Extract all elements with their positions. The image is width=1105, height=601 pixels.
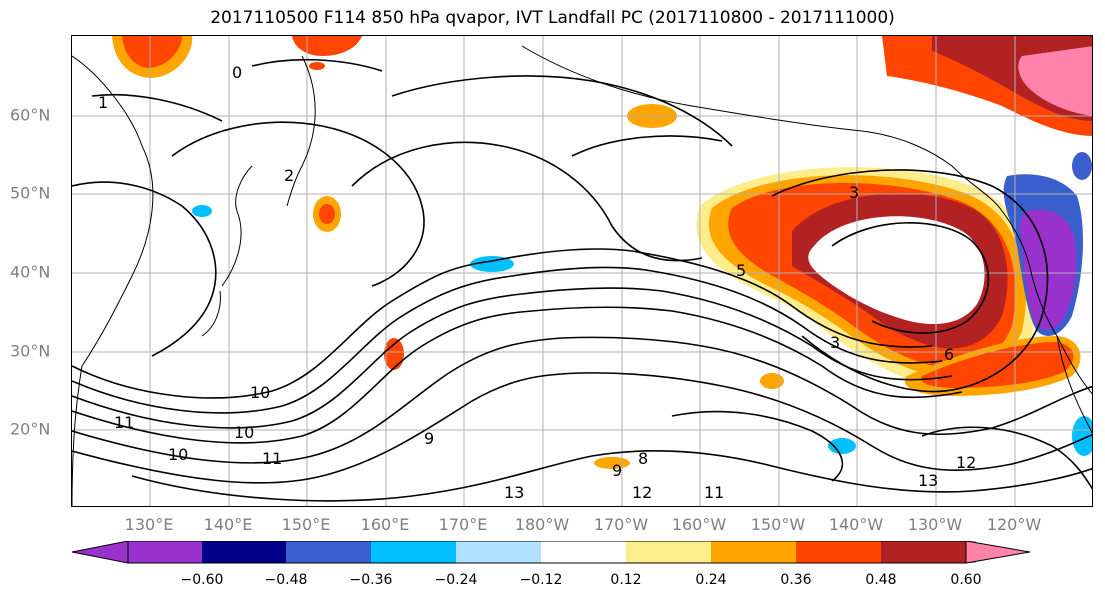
anomaly-patch-7: [594, 457, 630, 469]
colorbar-bin: [881, 541, 966, 563]
contour-label: 9: [424, 429, 434, 448]
colorbar-bin: [286, 541, 371, 563]
contour-label: 3: [830, 333, 840, 352]
anomaly-patch-6: [760, 373, 784, 389]
graticule: [72, 36, 1092, 506]
lat-label-30n: 30°N: [10, 341, 51, 361]
colorbar-tick: −0.12: [519, 572, 563, 588]
lat-label-60n: 60°N: [10, 105, 51, 125]
colorbar-tick: 0.24: [695, 572, 727, 588]
lon-label-170e: 170°E: [438, 515, 488, 534]
colorbar-tick: −0.60: [180, 572, 224, 588]
map-plot: 1 0 2 3 3 5 6 10 10 11 10 11 12 13 13 12…: [72, 36, 1092, 506]
colorbar-bin: [128, 541, 202, 563]
colorbar-tick: 0.36: [780, 572, 812, 588]
lon-label-130w: 130°W: [907, 515, 963, 534]
anomaly-region-alaska-pink: [1018, 46, 1092, 116]
colorbar-bin: [711, 541, 796, 563]
contour-label: 2: [284, 166, 294, 185]
contour-label: 11: [704, 483, 724, 502]
lon-label-140w: 140°W: [828, 515, 884, 534]
contour-label: 13: [504, 483, 524, 502]
coast-kamchatka: [286, 55, 316, 207]
colorbar-tick: −0.36: [349, 572, 393, 588]
colorbar-extend-high: [965, 541, 1031, 564]
coast-northamerica: [1001, 210, 1092, 395]
contour-label-group: 1 0 2 3 3 5 6 10 10 11 10 11 12 13 13 12…: [98, 63, 976, 502]
coastlines: [72, 45, 1092, 506]
colorbar-bin: [796, 541, 881, 563]
lon-label-160w: 160°W: [671, 515, 727, 534]
lon-label-130e: 130°E: [124, 515, 174, 534]
anomaly-patch-4: [384, 338, 404, 370]
colorbar-frame: [127, 541, 967, 564]
lon-label-150w: 150°W: [750, 515, 806, 534]
contour-label: 11: [114, 413, 134, 432]
anomaly-region-top-center: [292, 36, 362, 56]
lon-label-170w: 170°W: [593, 515, 649, 534]
anomaly-patch-8: [828, 438, 856, 454]
contour-label: 5: [736, 261, 746, 280]
lat-label-50n: 50°N: [10, 183, 51, 203]
anomaly-patch-3: [470, 256, 514, 272]
colorbar-tick: 0.60: [950, 572, 982, 588]
contour-label: 12: [632, 483, 652, 502]
contour-label: 13: [918, 471, 938, 490]
colorbar-bin: [371, 541, 456, 563]
contour-label: 3: [849, 183, 859, 202]
anomaly-patch-12: [309, 62, 325, 70]
lon-label-140e: 140°E: [203, 515, 253, 534]
colorbar-tick: 0.12: [610, 572, 642, 588]
colorbar-tick: −0.24: [434, 572, 478, 588]
colorbar-bin: [202, 541, 286, 563]
anomaly-region-nw-corner-red: [122, 36, 182, 68]
contour-label: 11: [262, 449, 282, 468]
colorbar-tick: 0.48: [865, 572, 897, 588]
contour-label: 10: [168, 445, 188, 464]
anomaly-region-subtropical-band-red: [921, 342, 1074, 388]
contour-label: 8: [638, 449, 648, 468]
coast-asia: [72, 55, 154, 506]
anomaly-patch-11: [192, 205, 212, 217]
colorbar-bin: [541, 541, 626, 563]
lat-label-20n: 20°N: [10, 419, 51, 439]
lon-label-180w: 180°W: [514, 515, 570, 534]
anomaly-shading: [112, 36, 1092, 469]
anomaly-patch-9: [1072, 152, 1092, 180]
colorbar-extend-low: [72, 541, 129, 564]
contour-label: 10: [250, 383, 270, 402]
colorbar-bin: [456, 541, 541, 563]
map-title: 2017110500 F114 850 hPa qvapor, IVT Land…: [210, 8, 895, 28]
lon-label-160e: 160°E: [360, 515, 410, 534]
anomaly-region-ne-pacific-core: [808, 216, 985, 325]
colorbar-tick: −0.48: [264, 572, 308, 588]
colorbar: [72, 541, 1031, 564]
contour-label: 12: [956, 453, 976, 472]
lat-label-40n: 40°N: [10, 262, 51, 282]
map-panel: 1 0 2 3 3 5 6 10 10 11 10 11 12 13 13 12…: [71, 35, 1093, 507]
anomaly-patch-2: [319, 204, 335, 224]
contour-label: 0: [232, 63, 242, 82]
lon-label-150e: 150°E: [281, 515, 331, 534]
coast-japan: [201, 165, 253, 337]
contour-label: 9: [612, 461, 622, 480]
lon-label-120w: 120°W: [986, 515, 1042, 534]
coast-mexico: [1056, 335, 1092, 434]
contour-label: 1: [98, 93, 108, 112]
coast-alaska: [521, 45, 1003, 212]
contour-label: 10: [234, 423, 254, 442]
contour-label: 6: [944, 345, 954, 364]
anomaly-patch-10: [1072, 416, 1092, 456]
colorbar-bin: [626, 541, 711, 563]
contour-lines: [72, 58, 1092, 502]
